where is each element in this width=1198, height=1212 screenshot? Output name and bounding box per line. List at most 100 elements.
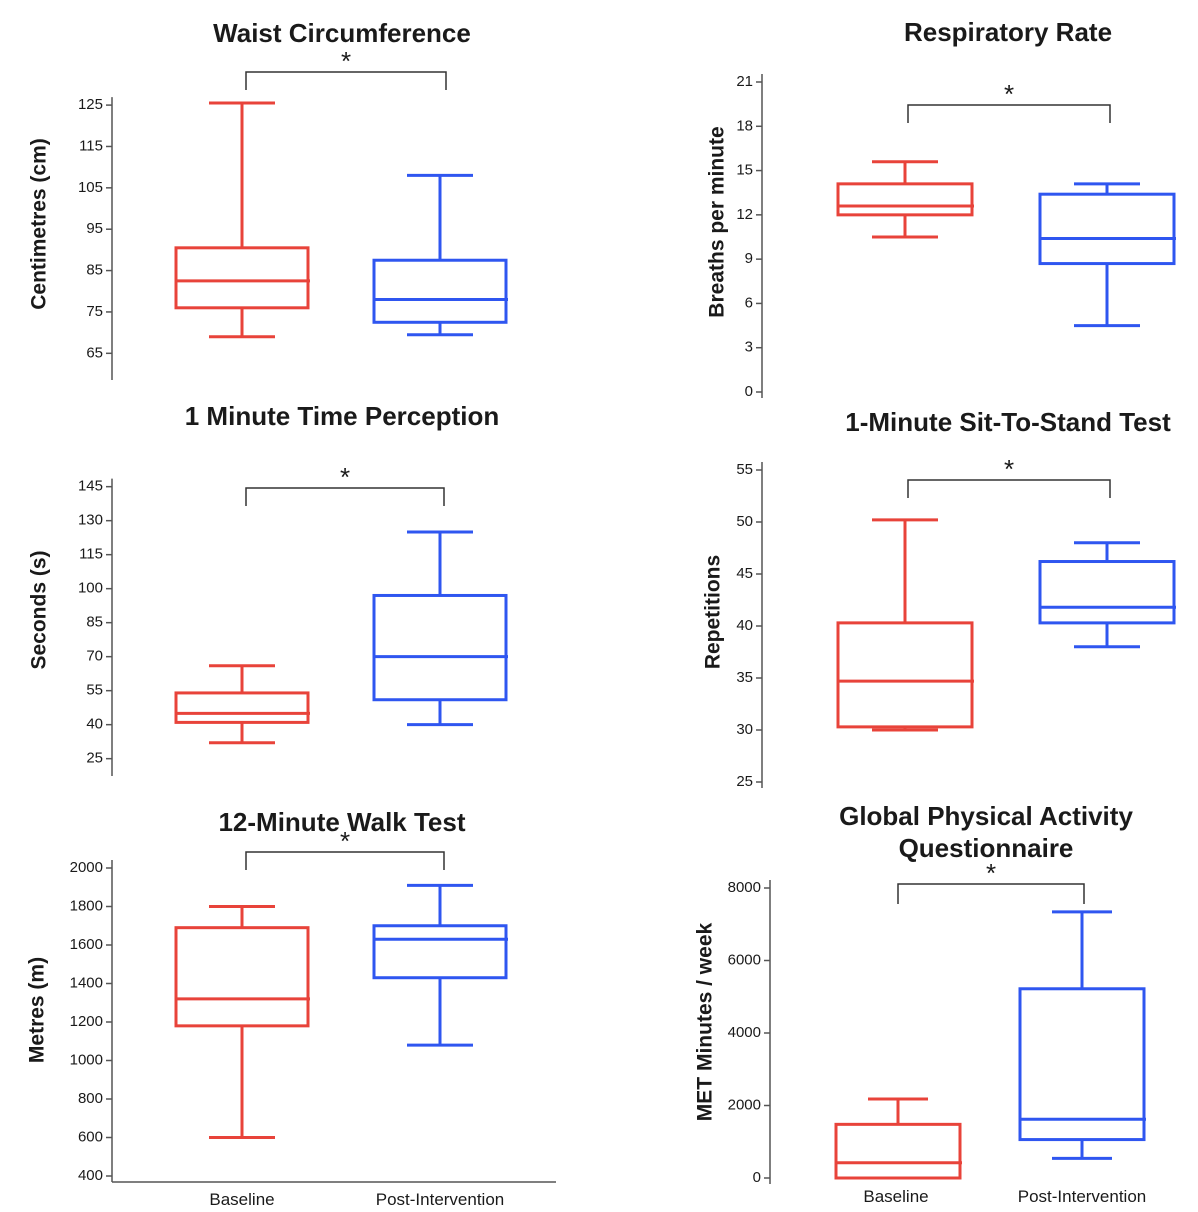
chart-title: 12-Minute Walk Test [218,807,465,837]
box-post-intervention [1038,182,1176,328]
y-tick-label: 0 [753,1169,761,1186]
y-axis-label: MET Minutes / week [694,922,717,1121]
y-tick-label: 125 [78,96,103,113]
box-iqr [1038,192,1176,266]
y-tick-label: 9 [745,250,753,267]
significance-bracket [907,479,1111,498]
y-tick-label: 55 [86,682,103,699]
y-tick-label: 105 [78,179,103,196]
box-post-intervention [372,530,508,727]
y-tick-label: 95 [86,220,103,237]
significance-bracket [897,883,1085,904]
y-axis-label: Centimetres (cm) [28,138,51,310]
box-post-intervention [372,173,508,337]
box-baseline [834,1097,962,1180]
significance-star: * [340,826,350,856]
box-baseline [174,905,310,1139]
y-tick-label: 800 [78,1090,103,1107]
y-tick-label: 1400 [70,974,103,991]
box-iqr [1018,987,1146,1142]
x-category-label: Baseline [863,1187,928,1206]
y-tick-label: 65 [86,344,103,361]
y-axis-label: Metres (m) [26,957,49,1063]
y-tick-label: 1600 [70,936,103,953]
y-tick-label: 45 [736,565,753,582]
panel-3: 1 Minute Time Perception Seconds (s) 25 40 5… [28,401,508,776]
chart-title: Waist Circumference [213,18,471,48]
chart-title: Respiratory Rate [904,17,1112,47]
y-tick-label: 6 [745,294,753,311]
panel-5: 12-Minute Walk Test Metres (m) 400 600 800 10… [26,807,556,1209]
y-tick-label: 100 [78,580,103,597]
y-tick-label: 115 [79,137,103,154]
box-iqr [174,691,310,724]
significance-bracket [245,851,445,870]
y-tick-label: 2000 [70,859,103,876]
y-tick-label: 25 [736,773,753,790]
y-tick-label: 115 [79,546,103,563]
y-axis-label: Breaths per minute [706,126,729,317]
x-category-label: Baseline [209,1190,274,1209]
y-tick-label: 8000 [728,879,761,896]
chart-title: Global Physical Activity [839,801,1133,831]
y-tick-label: 6000 [728,951,761,968]
box-iqr [372,924,508,980]
y-tick-label: 21 [736,73,753,90]
significance-star: * [341,46,351,76]
y-tick-label: 600 [78,1128,103,1145]
significance-bracket [245,487,445,506]
chart-title: 1-Minute Sit-To-Stand Test [845,407,1171,437]
y-tick-label: 145 [78,478,103,495]
box-iqr [372,593,508,702]
y-tick-label: 2000 [728,1096,761,1113]
y-tick-label: 12 [736,206,753,223]
y-tick-label: 0 [745,383,753,400]
x-category-label: Post-Intervention [376,1190,505,1209]
significance-star: * [986,858,996,888]
box-iqr [174,246,310,310]
box-post-intervention [372,883,508,1047]
y-tick-label: 35 [736,669,753,686]
significance-star: * [1004,454,1014,484]
box-iqr [372,258,508,324]
y-tick-label: 18 [736,117,753,134]
box-post-intervention [1018,910,1146,1160]
y-tick-label: 1200 [70,1013,103,1030]
significance-star: * [340,462,350,492]
chart-title: 1 Minute Time Perception [185,401,499,431]
y-tick-label: 75 [86,303,103,320]
y-tick-label: 4000 [728,1024,761,1041]
y-tick-label: 85 [86,614,103,631]
y-tick-label: 1800 [70,897,103,914]
y-tick-label: 55 [736,461,753,478]
y-tick-label: 40 [736,617,753,634]
box-iqr [834,1122,962,1180]
y-tick-label: 50 [736,513,753,530]
y-tick-label: 1000 [70,1051,103,1068]
box-iqr [174,926,310,1028]
x-category-label: Post-Intervention [1018,1187,1147,1206]
y-tick-label: 70 [86,648,103,665]
y-tick-label: 400 [78,1167,103,1184]
panel-2: Respiratory Rate Breaths per minute 0 3 6 9 12… [706,17,1176,400]
box-baseline [836,160,974,239]
box-baseline [174,101,310,339]
box-iqr [836,182,974,217]
box-baseline [836,518,974,732]
y-tick-label: 40 [86,716,103,733]
significance-bracket [245,71,447,90]
y-tick-label: 15 [736,162,753,179]
y-axis-label: Seconds (s) [28,550,51,669]
panel-1: Waist Circumference Centimetres (cm) 65 75 8… [28,18,508,380]
significance-bracket [907,104,1111,123]
panel-4: 1-Minute Sit-To-Stand Test Repetitions 25 3… [702,407,1176,790]
y-axis-label: Repetitions [702,555,725,669]
y-tick-label: 30 [736,721,753,738]
y-tick-label: 25 [86,750,103,767]
box-post-intervention [1038,541,1176,649]
box-iqr [836,621,974,729]
box-iqr [1038,560,1176,625]
y-tick-label: 85 [86,262,103,279]
